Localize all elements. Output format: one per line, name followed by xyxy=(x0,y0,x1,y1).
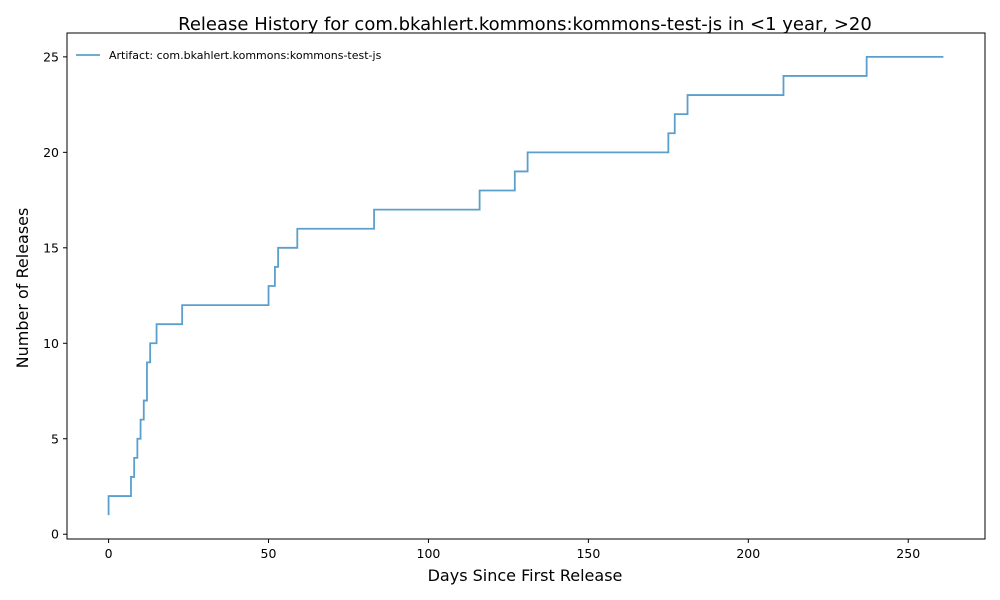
chart-title: Release History for com.bkahlert.kommons… xyxy=(178,14,872,35)
x-axis: 0 50 100 150 200 250 xyxy=(105,539,920,561)
x-tick-label: 150 xyxy=(576,546,600,561)
x-tick-label: 200 xyxy=(736,546,760,561)
y-axis: 0 5 10 15 20 25 xyxy=(43,49,67,542)
x-axis-label: Days Since First Release xyxy=(428,566,623,585)
x-tick-label: 50 xyxy=(261,546,277,561)
y-tick-label: 25 xyxy=(43,49,59,64)
y-tick-label: 10 xyxy=(43,336,59,351)
y-tick-label: 0 xyxy=(51,527,59,542)
plot-frame xyxy=(66,32,986,540)
x-tick-label: 100 xyxy=(417,546,441,561)
y-axis-label: Number of Releases xyxy=(13,208,32,369)
x-tick-label: 250 xyxy=(896,546,920,561)
plot-area: 0 50 100 150 200 250 0 5 10 15 20 25 xyxy=(43,32,986,561)
y-tick-label: 20 xyxy=(43,145,59,160)
legend: Artifact: com.bkahlert.kommons:kommons-t… xyxy=(76,49,382,62)
series-line xyxy=(107,55,944,516)
y-tick-label: 5 xyxy=(51,431,59,446)
y-tick-label: 15 xyxy=(43,240,59,255)
legend-label: Artifact: com.bkahlert.kommons:kommons-t… xyxy=(109,49,382,62)
x-tick-label: 0 xyxy=(105,546,113,561)
